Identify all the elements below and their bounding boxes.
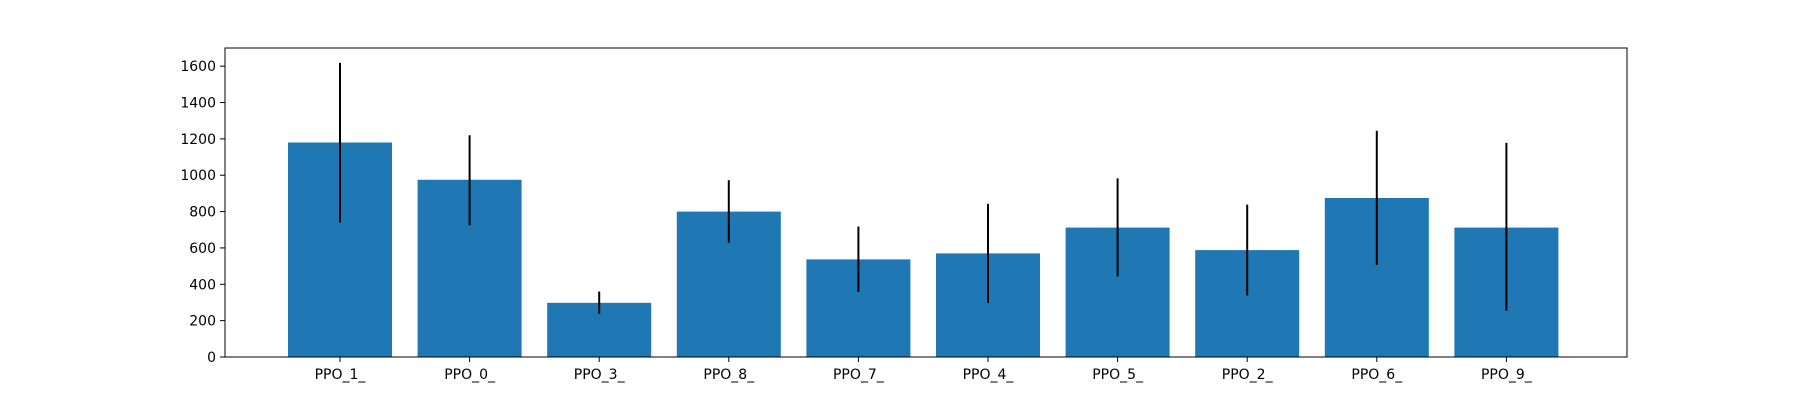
x-tick-label: PPO_5_ xyxy=(1092,367,1144,383)
x-tick-label: PPO_9_ xyxy=(1481,367,1533,383)
y-tick-label: 0 xyxy=(207,350,216,366)
y-tick-label: 800 xyxy=(189,205,216,221)
y-tick-label: 1400 xyxy=(180,96,216,112)
x-tick-label: PPO_2_ xyxy=(1222,367,1274,383)
x-tick-label: PPO_6_ xyxy=(1351,367,1403,383)
x-tick-label: PPO_7_ xyxy=(833,367,885,383)
y-tick-label: 1000 xyxy=(180,168,216,184)
x-tick-label: PPO_4_ xyxy=(963,367,1015,383)
x-tick-label: PPO_3_ xyxy=(574,367,626,383)
x-tick-label: PPO_8_ xyxy=(703,367,755,383)
x-axis: PPO_1_ PPO_0_ PPO_3_ PPO_8_ PPO_7_ PPO_4_ PPO_… xyxy=(315,357,1533,383)
y-tick-label: 1600 xyxy=(180,59,216,75)
x-tick-label: PPO_0_ xyxy=(444,367,496,383)
y-axis: 0 200 400 600 800 1000 1200 1400 1600 xyxy=(180,59,225,366)
y-tick-label: 200 xyxy=(189,314,216,330)
plot-area-frame xyxy=(224,47,1628,358)
y-tick-label: 1200 xyxy=(180,132,216,148)
y-tick-label: 400 xyxy=(189,277,216,293)
y-tick-label: 600 xyxy=(189,241,216,257)
bars-layer xyxy=(288,142,1559,357)
error-bars-layer xyxy=(339,62,1508,314)
x-tick-label: PPO_1_ xyxy=(315,367,367,383)
